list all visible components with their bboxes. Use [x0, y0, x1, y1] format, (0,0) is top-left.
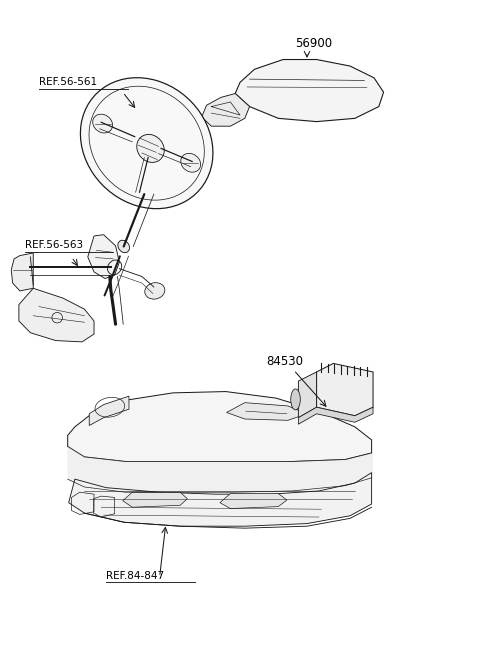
- Ellipse shape: [81, 78, 213, 209]
- Polygon shape: [68, 392, 372, 462]
- Ellipse shape: [137, 134, 164, 162]
- Polygon shape: [69, 473, 372, 526]
- Polygon shape: [235, 60, 384, 122]
- Ellipse shape: [181, 153, 201, 172]
- Text: 56900: 56900: [295, 37, 332, 50]
- Polygon shape: [202, 94, 250, 126]
- Polygon shape: [88, 234, 120, 278]
- Ellipse shape: [93, 114, 113, 133]
- Text: 84530: 84530: [266, 355, 303, 368]
- Polygon shape: [317, 364, 373, 416]
- Polygon shape: [220, 493, 287, 508]
- Ellipse shape: [118, 240, 130, 253]
- Polygon shape: [227, 403, 307, 421]
- Text: REF.84-847: REF.84-847: [106, 571, 164, 581]
- Polygon shape: [299, 372, 317, 418]
- Polygon shape: [89, 396, 129, 426]
- Polygon shape: [11, 253, 33, 291]
- Polygon shape: [299, 407, 373, 424]
- Text: REF.56-563: REF.56-563: [24, 240, 83, 250]
- Polygon shape: [123, 492, 187, 507]
- Polygon shape: [19, 288, 94, 342]
- Ellipse shape: [145, 283, 165, 299]
- Text: REF.56-561: REF.56-561: [39, 77, 97, 87]
- Ellipse shape: [291, 389, 300, 410]
